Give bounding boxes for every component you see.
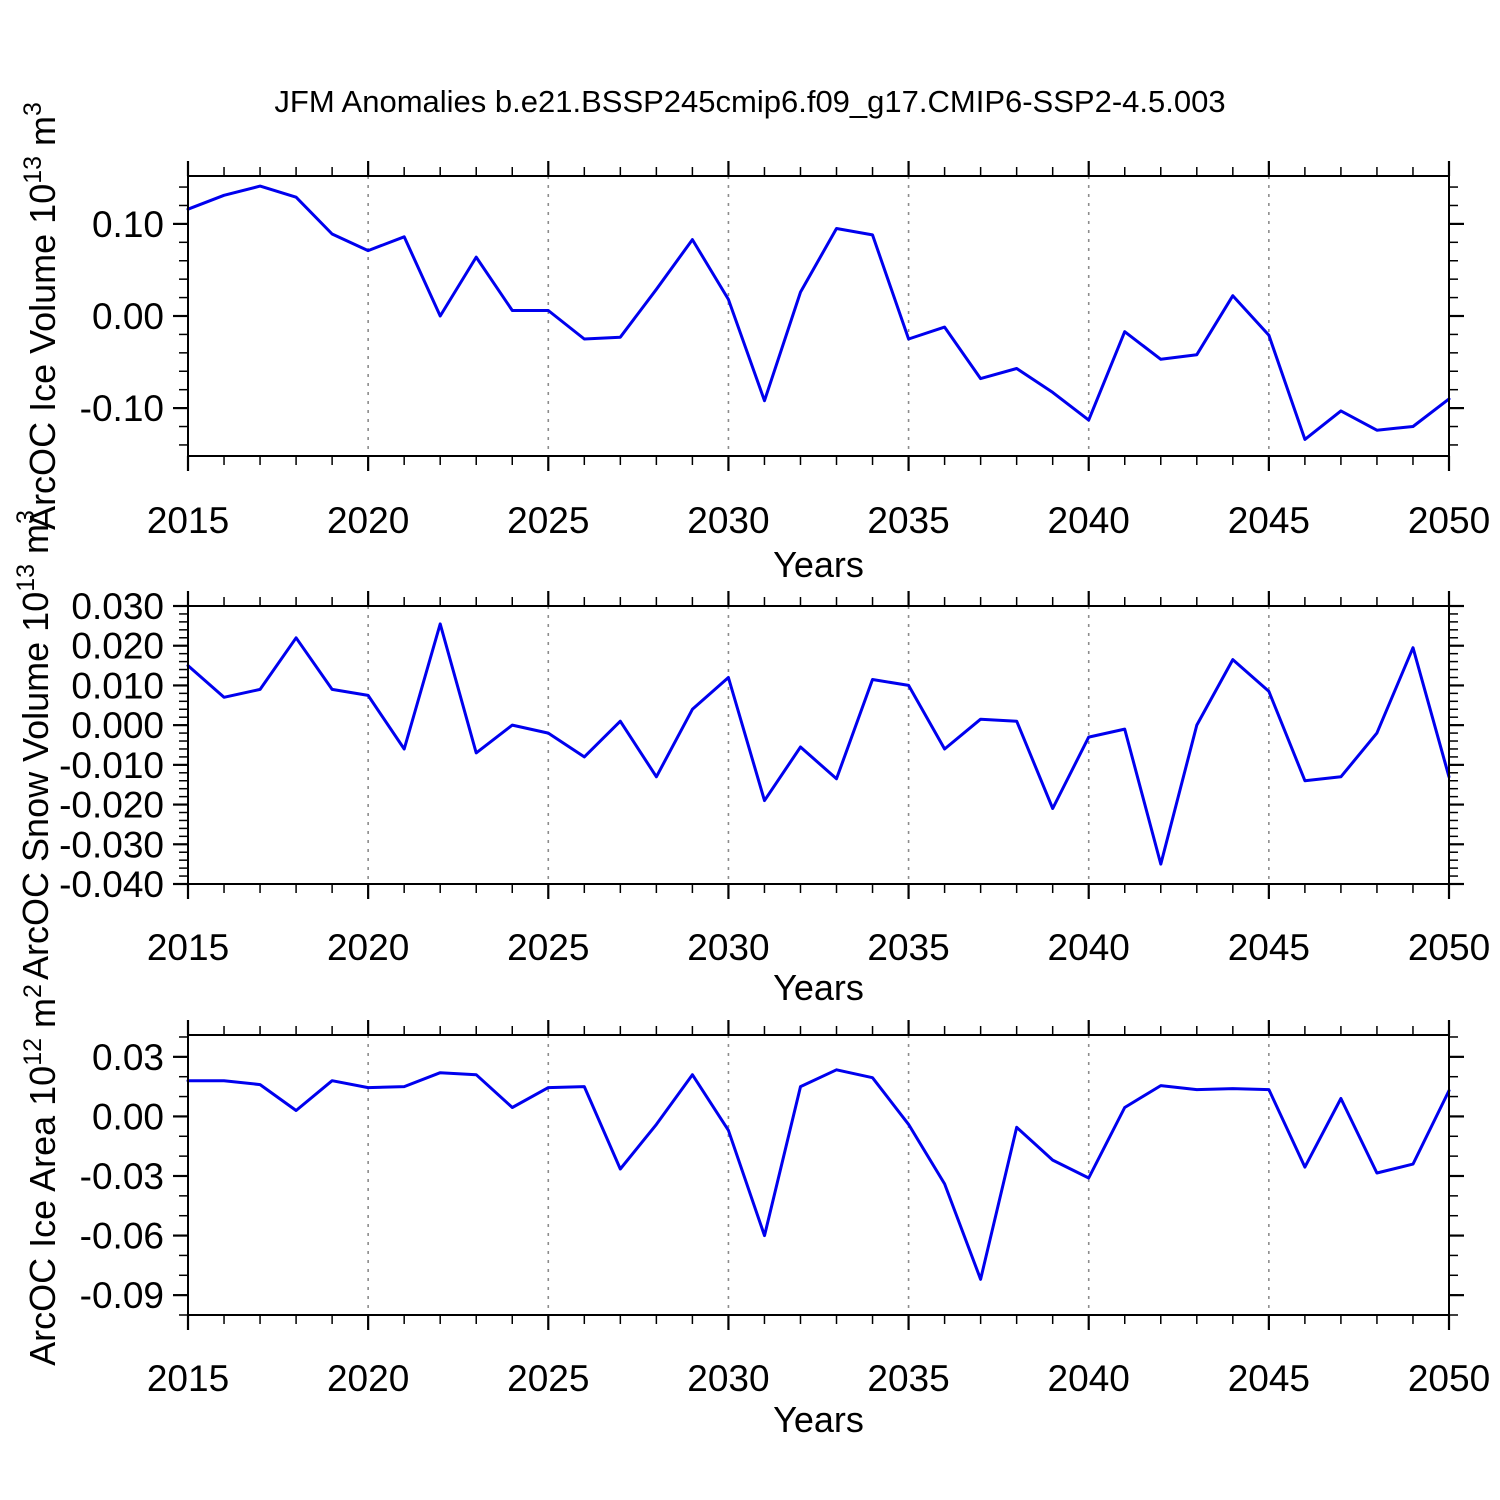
y-tick-label: -0.040 [59, 864, 164, 905]
x-tick-label: 2040 [1048, 1358, 1130, 1399]
x-tick-label: 2040 [1048, 500, 1130, 541]
ice-area-chart: 0.03 0.00 -0.03 -0.06 -0.09 2015 2020 2025 2030 2… [19, 984, 1490, 1440]
y-tick-label: -0.020 [59, 785, 164, 826]
x-tick-label: 2035 [867, 927, 949, 968]
x-tick-label: 2050 [1408, 500, 1490, 541]
x-tick-label: 2040 [1048, 927, 1130, 968]
x-tick-label: 2020 [327, 927, 409, 968]
x-tick-label: 2050 [1408, 927, 1490, 968]
y-tick-label: -0.10 [80, 388, 164, 429]
y-axis-title: ArcOC Snow Volume 1013 m3 [12, 510, 56, 980]
x-tick-label: 2045 [1228, 1358, 1310, 1399]
x-tick-label: 2030 [687, 500, 769, 541]
y-tick-label: 0.03 [92, 1037, 164, 1078]
snow-volume-chart: 0.0300.0200.0100.000-0.010-0.020-0.030-0… [12, 510, 1490, 1008]
y-axis-title: ArcOC Ice Area 1012 m2 [19, 984, 63, 1366]
x-tick-label: 2050 [1408, 1358, 1490, 1399]
y-tick-label: -0.010 [59, 745, 164, 786]
y-tick-label: 0.010 [71, 665, 164, 706]
y-axis-title: ArcOC Ice Volume 1013 m3 [19, 102, 63, 530]
x-tick-label: 2030 [687, 1358, 769, 1399]
snow-volume-line [186, 622, 1451, 866]
y-tick-label: 0.030 [71, 586, 164, 627]
ice-area-line [186, 1068, 1451, 1281]
y-tick-label: -0.03 [80, 1156, 164, 1197]
main-title: JFM Anomalies b.e21.BSSP245cmip6.f09_g17… [274, 84, 1226, 119]
x-tick-label: 2035 [867, 500, 949, 541]
y-tick-label: -0.030 [59, 824, 164, 865]
x-axis-title: Years [773, 544, 864, 585]
x-axis-title: Years [773, 1399, 864, 1440]
x-tick-label: 2020 [327, 500, 409, 541]
x-tick-label: 2035 [867, 1358, 949, 1399]
plot-frame [187, 175, 1450, 457]
x-tick-label: 2015 [147, 1358, 229, 1399]
x-tick-label: 2045 [1228, 500, 1310, 541]
x-tick-label: 2015 [147, 500, 229, 541]
x-tick-label: 2015 [147, 927, 229, 968]
y-tick-label: -0.06 [80, 1216, 164, 1257]
x-tick-label: 2025 [507, 927, 589, 968]
y-tick-label: -0.09 [80, 1275, 164, 1316]
y-tick-label: 0.000 [71, 705, 164, 746]
x-tick-label: 2025 [507, 1358, 589, 1399]
x-tick-label: 2020 [327, 1358, 409, 1399]
y-tick-label: 0.020 [71, 626, 164, 667]
y-tick-label: 0.00 [92, 296, 164, 337]
ice-volume-chart: 0.10 0.00 -0.10 2015 2020 2025 2030 2035 2040 204… [19, 102, 1490, 585]
plot-frame [187, 605, 1450, 885]
x-tick-label: 2030 [687, 927, 769, 968]
x-tick-label: 2025 [507, 500, 589, 541]
y-tick-label: 0.00 [92, 1096, 164, 1137]
x-tick-label: 2045 [1228, 927, 1310, 968]
x-axis-title: Years [773, 967, 864, 1008]
ice-volume-line [186, 184, 1451, 441]
y-tick-label: 0.10 [92, 204, 164, 245]
